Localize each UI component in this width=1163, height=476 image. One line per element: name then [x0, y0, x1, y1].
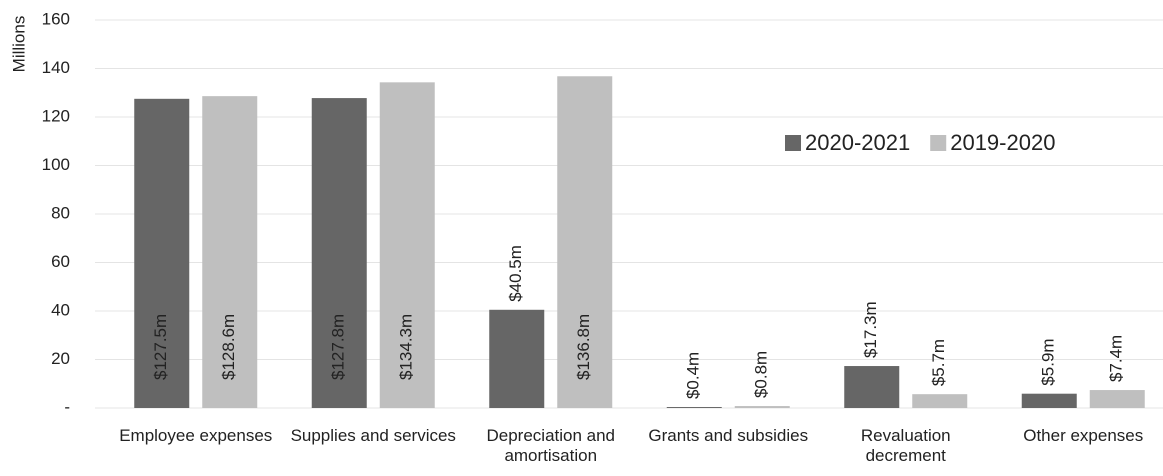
value-label: $128.6m — [219, 314, 238, 380]
y-tick-label: 20 — [51, 349, 70, 368]
x-tick-label: Grants and subsidies — [648, 426, 809, 445]
bar — [844, 366, 900, 408]
y-tick-label: 140 — [42, 58, 70, 77]
bar — [557, 76, 613, 408]
x-tick-label: Other expenses — [1023, 426, 1144, 445]
legend-label: 2019-2020 — [950, 130, 1055, 155]
value-label: $127.5m — [151, 314, 170, 380]
y-tick-label: 60 — [51, 252, 70, 271]
value-label: $40.5m — [506, 245, 525, 302]
value-label: $0.4m — [684, 352, 703, 399]
bar — [311, 98, 367, 409]
y-tick-label: 80 — [51, 203, 70, 222]
legend-swatch — [930, 135, 947, 151]
bar — [912, 394, 968, 408]
legend-label: 2020-2021 — [805, 130, 910, 155]
bar — [1089, 390, 1145, 408]
bar — [734, 406, 790, 408]
bar — [666, 407, 722, 408]
value-label: $17.3m — [861, 301, 880, 358]
y-tick-label: 160 — [42, 9, 70, 28]
value-label: $134.3m — [397, 314, 416, 380]
value-label: $127.8m — [329, 314, 348, 380]
y-tick-label: - — [64, 397, 70, 416]
y-tick-label: 40 — [51, 300, 70, 319]
bar — [379, 82, 435, 408]
value-label: $5.7m — [929, 339, 948, 386]
x-tick-label: Depreciation and amortisation — [486, 426, 616, 465]
bar — [1021, 393, 1077, 408]
value-label: $0.8m — [752, 351, 771, 398]
value-label: $5.9m — [1039, 338, 1058, 385]
legend-swatch — [785, 135, 801, 151]
y-axis-label: Millions — [9, 16, 28, 73]
x-tick-label: Revaluation decrement — [860, 426, 951, 465]
y-tick-label: 120 — [42, 106, 70, 125]
value-label: $7.4m — [1107, 335, 1126, 382]
x-tick-label: Employee expenses — [119, 426, 273, 445]
bar — [134, 98, 190, 408]
y-tick-label: 100 — [42, 155, 70, 174]
bar — [202, 96, 258, 409]
value-label: $136.8m — [574, 314, 593, 380]
x-tick-label: Supplies and services — [290, 426, 456, 445]
bar — [489, 309, 545, 408]
